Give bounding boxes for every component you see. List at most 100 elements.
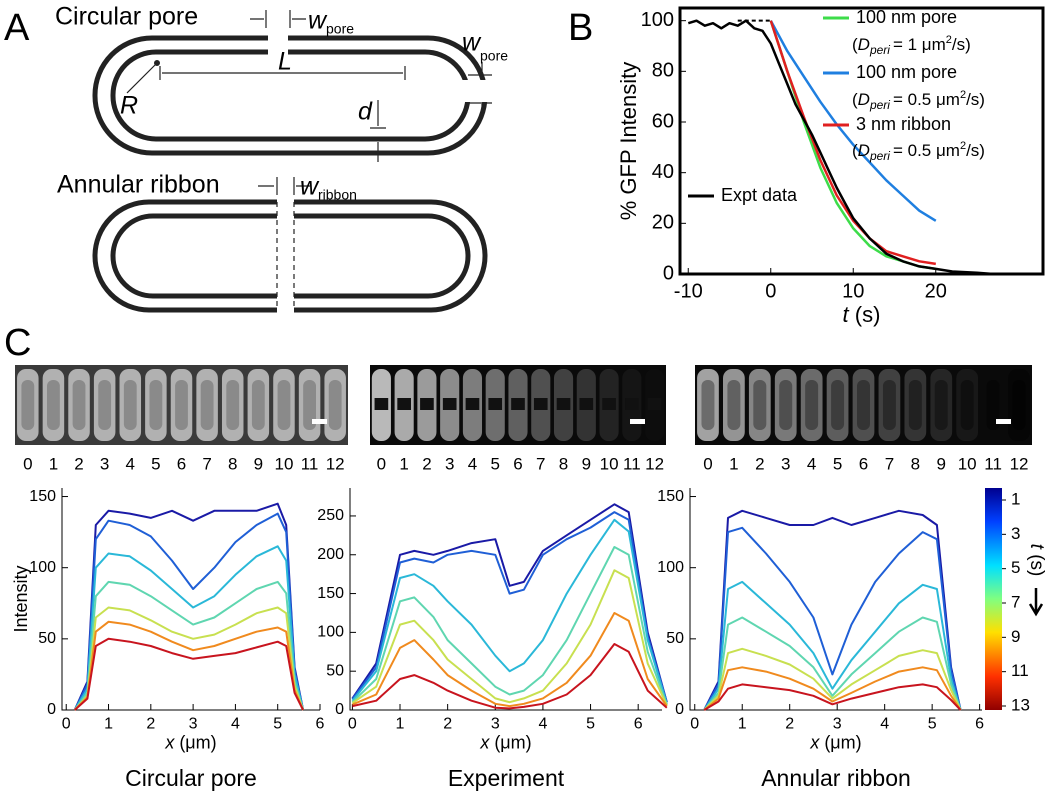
cell-core: [511, 398, 525, 410]
x-tick-label: 0: [690, 716, 699, 733]
data-line: [73, 620, 305, 711]
cell-core: [1012, 380, 1026, 430]
label: w: [300, 173, 320, 201]
data-line: [769, 20, 937, 222]
cell-core: [753, 380, 767, 430]
cell-core: [149, 380, 163, 430]
label-part: t: [1026, 544, 1047, 550]
cell-core: [200, 380, 214, 430]
cell-core: [21, 380, 35, 430]
y-tick-label: 150: [317, 585, 344, 602]
colorbar-label: 11: [1011, 661, 1029, 680]
frame-label: 3: [445, 454, 454, 473]
cell-core: [805, 380, 819, 430]
legend-condition: (Dperi = 0.5 μm2/s): [852, 89, 985, 112]
label-part: /s): [966, 141, 985, 160]
frame-label: 11: [301, 454, 319, 473]
time-arrow: [1028, 588, 1044, 617]
y-tick-label: 20: [652, 212, 674, 234]
frame-label: 10: [275, 454, 294, 473]
label-part: (s): [849, 302, 881, 327]
label-part: = 0.5 μm: [893, 90, 960, 109]
data-line: [352, 612, 668, 708]
cell-core: [727, 380, 741, 430]
colorbar-label: 3: [1011, 524, 1020, 543]
cell-core: [908, 380, 922, 430]
frame-label: 9: [254, 454, 263, 473]
frame-label: 12: [1010, 454, 1029, 473]
x-tick-label: 0: [765, 280, 776, 302]
chart-title: Experiment: [448, 765, 565, 791]
data-line: [703, 509, 962, 711]
cell-core: [934, 380, 948, 430]
y-tick-label: 40: [652, 161, 674, 183]
scale-bar: [630, 419, 645, 424]
colorbar-label: 5: [1011, 558, 1020, 577]
cell-core: [488, 398, 503, 410]
frame-label: 12: [326, 454, 345, 473]
frame-label: 8: [911, 454, 920, 473]
label-part: (: [852, 141, 858, 160]
frame-label: 5: [833, 454, 842, 473]
label-part: 2: [960, 89, 966, 101]
legend-label: 100 nm pore: [856, 62, 957, 82]
scale-bar: [996, 419, 1011, 424]
frame-label: 1: [49, 454, 58, 473]
data-line: [703, 580, 962, 711]
y-tick-label: 150: [657, 488, 684, 505]
x-tick-label: 5: [928, 716, 937, 733]
label: R: [120, 92, 138, 120]
cell-core: [579, 398, 594, 410]
ribbon-edge: [276, 202, 295, 310]
label-part: (μm): [819, 732, 861, 752]
label-part: (: [852, 90, 858, 109]
x-axis-label: x (μm): [479, 732, 531, 752]
x-tick-label: 4: [231, 716, 240, 733]
label-part: (: [852, 35, 858, 54]
cell-core: [374, 398, 389, 410]
frame-label: 4: [126, 454, 135, 473]
label: pore: [480, 48, 508, 64]
frame-label: 0: [23, 454, 32, 473]
data-line: [351, 546, 668, 705]
x-tick-label: 20: [925, 280, 947, 302]
label-part: D: [858, 141, 870, 160]
y-tick-label: 0: [335, 701, 344, 718]
x-tick-label: 0: [348, 716, 357, 733]
annotations: [258, 177, 310, 195]
x-axis-label: t (s): [843, 302, 881, 327]
frame-label: 2: [422, 454, 431, 473]
label-part: /s): [966, 90, 985, 109]
frame-label: 6: [177, 454, 186, 473]
label-part: x: [479, 732, 490, 752]
x-tick-label: 4: [880, 716, 889, 733]
y-tick-label: 50: [326, 662, 344, 679]
x-tick-label: 2: [785, 716, 794, 733]
label-part: peri: [869, 98, 890, 112]
chart-title: Annular ribbon: [761, 765, 911, 791]
y-tick-label: 100: [641, 9, 674, 31]
frame-label: 6: [859, 454, 868, 473]
label-part: = 1 μm: [893, 35, 946, 54]
frame-label: 0: [703, 454, 712, 473]
plot-frame: [678, 6, 1045, 276]
frame-label: 2: [755, 454, 764, 473]
data-line: [769, 20, 936, 266]
panel-letter: A: [4, 7, 30, 49]
y-tick-label: 50: [38, 630, 56, 647]
x-tick-label: 2: [146, 716, 155, 733]
y-tick-label: 250: [317, 507, 344, 524]
label-part: D: [858, 90, 870, 109]
x-tick-label: 6: [634, 716, 643, 733]
cell-core: [960, 380, 974, 430]
data-line: [352, 643, 668, 710]
data-line: [687, 19, 994, 276]
frame-label: 9: [582, 454, 591, 473]
label-part: /s): [952, 35, 971, 54]
cell-core: [831, 380, 845, 430]
x-tick-label: 3: [491, 716, 500, 733]
cell-core: [47, 380, 60, 430]
ribbon-gap: [277, 195, 294, 315]
cell-core: [226, 380, 240, 430]
data-line: [351, 503, 668, 703]
